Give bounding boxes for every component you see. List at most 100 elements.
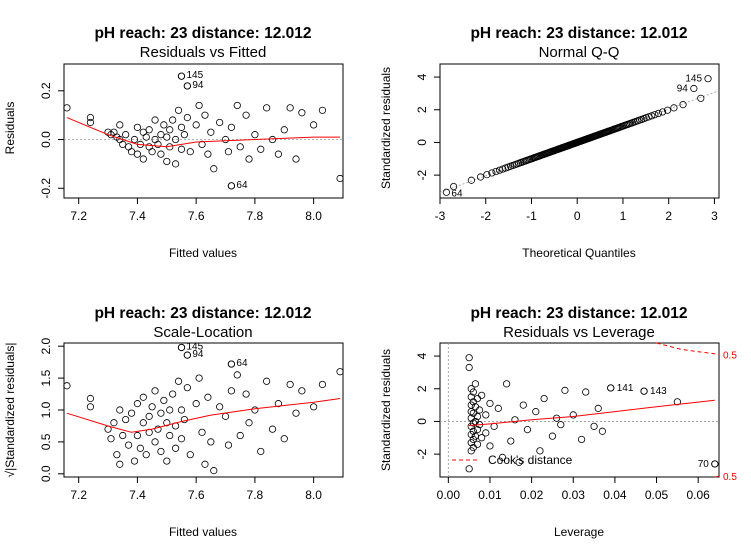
data-point [63,104,71,112]
data-point [204,393,212,401]
data-point [450,182,458,191]
labeled-point [183,82,191,90]
data-point [148,148,156,156]
data-point [133,123,142,131]
data-point [192,121,200,129]
data-point [469,388,477,396]
data-point [292,155,300,163]
panel-subtitle: Scale-Location [153,324,252,341]
data-point [257,447,265,456]
y-tick-label: -2 [415,169,429,180]
data-point [133,400,142,408]
data-point [233,371,241,379]
data-point [245,419,253,427]
data-point [488,169,496,177]
panel-title: pH reach: 23 distance: 12.012 [94,305,311,322]
data-point [227,123,235,131]
y-tick-label: 2 [415,106,429,113]
data-point [113,451,121,459]
data-point [210,165,218,173]
labeled-point [227,182,235,190]
data-point [483,171,491,179]
panel-subtitle: Residuals vs Fitted [140,44,267,61]
x-tick-label: 1 [620,209,627,223]
data-point [139,128,147,136]
data-point [221,412,230,420]
data-point [318,380,327,389]
data-point [174,377,183,385]
data-point [125,441,133,449]
plot-frame [439,63,720,199]
data-point [172,444,180,452]
data-point [183,384,191,392]
data-point [125,143,133,151]
x-tick-label: 0.04 [603,488,627,502]
data-point [697,94,705,102]
cook-distance-upper [656,342,720,355]
data-point [127,409,136,417]
data-point [651,111,659,119]
data-point [310,403,318,411]
panel-title: pH reach: 23 distance: 12.012 [470,25,687,42]
data-point [86,118,95,127]
labeled-point [177,343,186,352]
point-label: 94 [192,349,204,360]
data-point [654,109,663,118]
data-point [186,451,194,459]
point-label: 143 [650,386,667,397]
y-tick-label: 1.0 [39,401,53,418]
panel-title: pH reach: 23 distance: 12.012 [470,305,687,322]
y-tick-label: 4 [415,352,429,359]
labeled-point [690,84,698,93]
data-point [648,112,656,120]
data-point [473,394,482,403]
data-point [486,399,494,408]
data-point [145,143,153,151]
y-tick-label: 4 [415,73,429,80]
x-tick-label: 7.8 [247,209,264,223]
data-point [498,453,507,461]
data-point [465,465,473,473]
point-label: 70 [698,459,710,470]
data-point [201,460,209,468]
panel-residuals-vs-fitted: pH reach: 23 distance: 12.012 Residuals … [3,25,344,260]
data-point [107,435,115,443]
data-point [492,167,500,176]
x-tick-label: 0.00 [437,488,461,502]
data-point [163,133,171,141]
plot-area: 0.00 0.01 0.02 0.03 0.04 0.05 0.06 -2 0 2 4 141 143 7… [415,342,737,502]
data-point [476,173,485,181]
data-point [216,118,224,127]
data-point [465,354,473,362]
y-axis-label: Standardized residuals [379,67,393,189]
data-point [130,135,139,144]
data-point [122,415,130,424]
point-label: 145 [186,341,203,352]
data-point [548,432,557,440]
data-point [658,108,667,116]
data-point [473,412,482,421]
data-point [467,176,475,184]
data-point [142,133,150,141]
x-axis-label: Leverage [554,525,604,539]
data-point [515,458,523,466]
data-point [221,135,230,144]
smooth-line [469,399,715,426]
data-point [116,406,124,414]
labeled-point [183,351,191,359]
data-point [177,406,186,414]
data-point [274,400,282,408]
data-point [151,438,159,446]
data-point [169,390,177,398]
data-point [286,104,294,112]
x-tick-label: 0.01 [478,488,502,502]
data-point [478,434,486,442]
data-point [482,429,490,437]
data-point [119,431,127,440]
data-point [207,438,215,446]
data-point [142,451,150,459]
data-point [151,387,159,395]
data-point [210,467,218,475]
x-tick-label: 0.05 [645,488,669,502]
